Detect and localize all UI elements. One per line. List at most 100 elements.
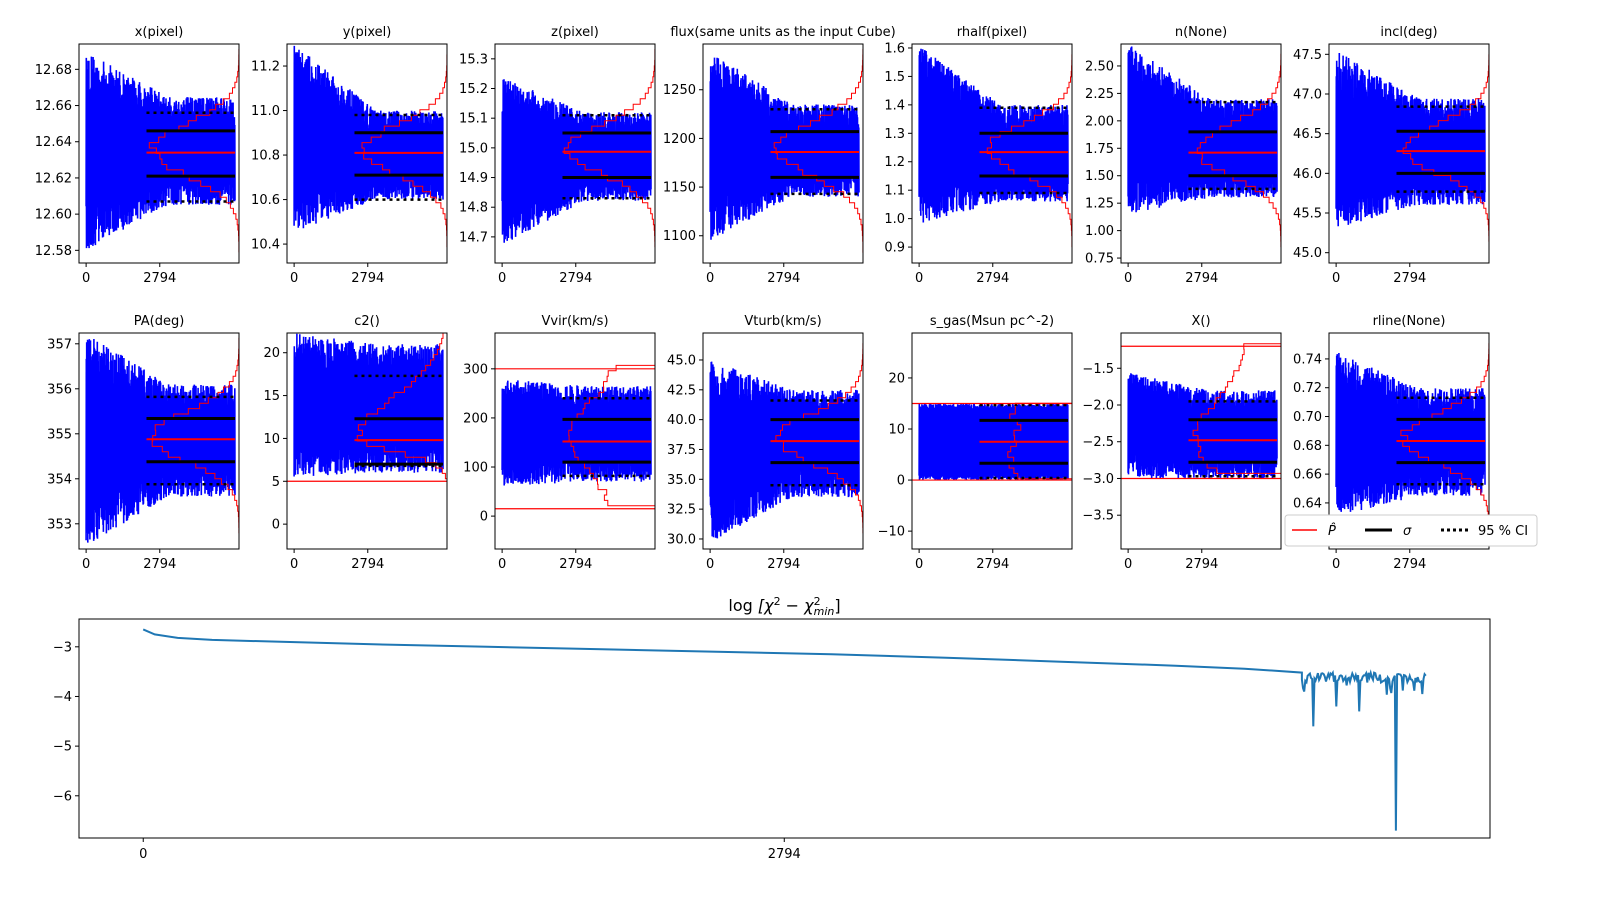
legend-box <box>1284 514 1538 547</box>
posterior-histogram <box>773 44 863 263</box>
x-tick-label: 0 <box>706 271 714 286</box>
axes-frame <box>78 332 240 550</box>
trace-line <box>1127 46 1278 213</box>
x-tick-label: 2794 <box>143 557 176 572</box>
legend-sigma-label: σ <box>1403 524 1412 539</box>
y-tick-label: 46.0 <box>1293 167 1322 182</box>
title-sub: min <box>814 605 835 618</box>
y-tick-label: 1.3 <box>884 127 905 142</box>
y-tick-label: 0.9 <box>884 241 905 256</box>
y-tick-label: 0 <box>480 510 488 525</box>
y-tick-label: 35.0 <box>667 473 696 488</box>
trace-line <box>293 45 444 229</box>
panel-rhalf-pixel-: 0.9 1.0 1.1 1.2 1.3 1.4 1.5 1.6 0 2794 rhalf(pixel… <box>884 25 1073 286</box>
y-tick-label: 1.0 <box>884 212 905 227</box>
x-tick-label: 0 <box>290 271 298 286</box>
panel-title: c2() <box>354 314 380 329</box>
panel-title: X() <box>1191 314 1210 329</box>
trace-line <box>293 333 444 477</box>
y-tick-label: 14.7 <box>459 230 488 245</box>
y-tick-label: 10 <box>263 432 280 447</box>
y-tick-label: 1.75 <box>1085 142 1114 157</box>
axes-frame <box>702 332 864 550</box>
y-tick-label: 1.1 <box>884 184 905 199</box>
y-tick-label: 10.8 <box>251 149 280 164</box>
y-tick-label: 2.25 <box>1085 87 1114 102</box>
panel-c2-: 0 5 10 15 20 0 2794 c2() <box>263 314 448 572</box>
plot-area <box>293 44 447 263</box>
trace-line <box>918 403 1069 481</box>
y-tick-label: 10 <box>888 423 905 438</box>
axes-frame <box>1328 43 1490 264</box>
y-tick-label: 1.2 <box>884 155 905 170</box>
plot-area <box>912 333 1072 549</box>
y-tick-label: 15.0 <box>459 141 488 156</box>
plot-area <box>1121 333 1281 549</box>
panel-title: incl(deg) <box>1380 25 1437 40</box>
y-tick-label: −3.0 <box>1082 472 1114 487</box>
trace-line <box>1335 52 1486 227</box>
plot-area <box>1127 44 1281 263</box>
y-tick-label: 1250 <box>663 83 696 98</box>
y-tick-label: 45.0 <box>667 353 696 368</box>
panel-title: z(pixel) <box>551 25 599 40</box>
panel-y-pixel-: 10.4 10.6 10.8 11.0 11.2 0 2794 y(pixel) <box>251 25 448 286</box>
y-tick-label: 5 <box>272 475 280 490</box>
x-tick-label: 0 <box>1332 557 1340 572</box>
panel-title: rline(None) <box>1373 314 1446 329</box>
y-tick-label: 15 <box>263 389 280 404</box>
axes-frame <box>1120 332 1282 550</box>
y-tick-label: 2.50 <box>1085 59 1114 74</box>
title-minus: − <box>781 596 805 615</box>
trace-line <box>1335 352 1486 512</box>
y-tick-label: 20 <box>888 371 905 386</box>
posterior-histogram <box>148 44 239 263</box>
x-tick-label: 2794 <box>1393 271 1426 286</box>
axes-frame <box>286 43 448 264</box>
y-tick-label: 100 <box>463 461 488 476</box>
plot-area <box>85 333 239 549</box>
y-tick-label: 357 <box>47 337 72 352</box>
x-tick-label: 2794 <box>351 271 384 286</box>
posterior-histogram <box>1192 333 1281 549</box>
y-tick-label: −10 <box>878 525 905 540</box>
y-tick-label: 15.1 <box>459 112 488 127</box>
x-tick-label: 2794 <box>559 271 592 286</box>
x-tick-label: 2794 <box>767 271 800 286</box>
axes-frame <box>1120 43 1282 264</box>
plot-area <box>501 44 655 263</box>
y-tick-label: 1150 <box>663 181 696 196</box>
trace-line <box>501 380 652 486</box>
y-tick-label: −4 <box>53 690 72 705</box>
posterior-histogram <box>356 333 447 549</box>
title-sup: 2 <box>814 595 821 608</box>
panel-title: Vturb(km/s) <box>744 314 821 329</box>
title-chi: [χ <box>758 596 774 615</box>
x-tick-label: 0 <box>1332 271 1340 286</box>
y-tick-label: 11.0 <box>251 104 280 119</box>
y-tick-label: 0.64 <box>1293 496 1322 511</box>
x-tick-label: 2794 <box>976 557 1009 572</box>
y-tick-label: 1200 <box>663 132 696 147</box>
y-tick-label: 47.5 <box>1293 48 1322 63</box>
y-tick-label: 12.66 <box>35 99 72 114</box>
trace-line <box>918 48 1069 223</box>
panel-title: n(None) <box>1175 25 1227 40</box>
x-tick-label: 0 <box>290 557 298 572</box>
x-tick-label: 2794 <box>767 557 800 572</box>
panel-title: Vvir(km/s) <box>541 314 608 329</box>
panel-title: flux(same units as the input Cube) <box>670 25 895 40</box>
panel-z-pixel-: 14.7 14.8 14.9 15.0 15.1 15.2 15.3 0 2794 z(pixel… <box>459 25 656 286</box>
panel-title: s_gas(Msun pc^-2) <box>930 314 1054 329</box>
y-tick-label: 0.68 <box>1293 439 1322 454</box>
y-tick-label: 0.70 <box>1293 410 1322 425</box>
axes-frame <box>1328 332 1490 550</box>
x-tick-label: 0 <box>82 557 90 572</box>
posterior-histogram <box>563 44 655 263</box>
x-tick-label: 0 <box>498 557 506 572</box>
y-tick-label: 46.5 <box>1293 127 1322 142</box>
axes-frame <box>78 43 240 264</box>
y-tick-label: 356 <box>47 382 72 397</box>
axes-frame <box>911 332 1073 550</box>
